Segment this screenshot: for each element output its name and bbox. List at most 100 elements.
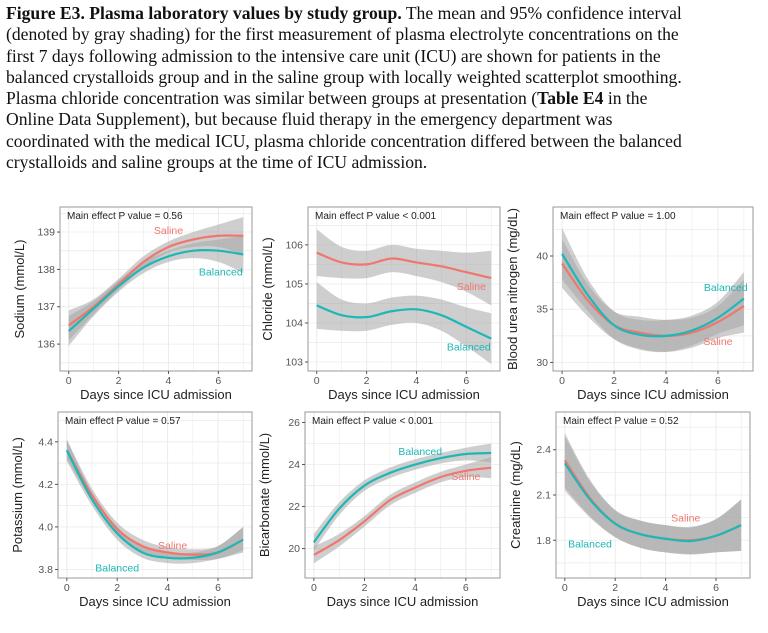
x-tick-label: 6 <box>713 582 719 594</box>
p-value-annotation: Main effect P value = 1.00 <box>560 211 676 222</box>
y-tick-label: 106 <box>285 239 303 251</box>
series-label-saline: Saline <box>703 336 732 348</box>
x-tick-label: 0 <box>314 375 320 387</box>
caption-title: Figure E3. Plasma laboratory values by s… <box>6 3 402 23</box>
x-axis-title: Days since ICU admission <box>328 387 480 402</box>
y-tick-label: 136 <box>37 339 55 351</box>
series-label-saline: Saline <box>158 540 187 552</box>
x-tick-label: 4 <box>165 582 171 594</box>
p-value-annotation: Main effect P value = 0.52 <box>563 416 679 427</box>
plot-border <box>307 206 501 372</box>
y-axis-title: Chloride (mmol/L) <box>260 237 275 340</box>
y-axis-title: Potassium (mmol/L) <box>10 437 25 553</box>
caption-text: Plasma chloride concentration was simila… <box>6 88 538 109</box>
caption-line: crystalloids and saline groups at the ti… <box>6 152 428 173</box>
y-tick-label: 30 <box>536 357 548 369</box>
x-tick-label: 6 <box>715 375 721 387</box>
series-label-balanced: Balanced <box>398 446 442 458</box>
x-axis-title: Days since ICU admission <box>327 594 479 609</box>
panel-3: Saline Balanced Main effect P value = 1.00… <box>505 206 754 402</box>
ci-band-balanced <box>564 436 742 555</box>
series-label-balanced: Balanced <box>199 266 243 278</box>
caption-line: balanced crystalloids group and in the s… <box>6 66 682 87</box>
x-tick-label: 2 <box>611 375 617 387</box>
figure-caption: Figure E3. Plasma laboratory values by s… <box>6 3 766 173</box>
series-label-balanced: Balanced <box>704 282 748 294</box>
y-tick-label: 138 <box>37 264 55 276</box>
series-line-saline <box>316 251 492 280</box>
x-tick-label: 4 <box>663 582 669 594</box>
panel-6: Saline Balanced Main effect P value = 0.52… <box>508 411 751 609</box>
x-tick-label: 2 <box>114 582 120 594</box>
series-label-balanced: Balanced <box>447 341 491 353</box>
caption-line: (denoted by gray shading) for the first … <box>6 24 679 45</box>
x-tick-label: 0 <box>66 375 72 387</box>
x-tick-label: 2 <box>116 375 122 387</box>
y-tick-label: 24 <box>288 459 300 471</box>
x-tick-label: 4 <box>166 375 172 387</box>
y-axis-title: Blood urea nitrogen (mg/dL) <box>505 208 520 370</box>
plot-border <box>304 411 501 579</box>
series-label-balanced: Balanced <box>568 538 612 550</box>
series-line-balanced <box>65 449 244 560</box>
x-tick-label: 6 <box>215 375 221 387</box>
panel-1: Saline Balanced Main effect P value = 0.56… <box>12 206 253 402</box>
ci-band-balanced <box>316 281 492 364</box>
caption-line: first 7 days following admission to the … <box>6 45 661 66</box>
x-tick-label: 4 <box>663 375 669 387</box>
series-label-saline: Saline <box>451 471 480 483</box>
y-tick-label: 103 <box>285 357 303 369</box>
panel-5: Saline Balanced Main effect P value < 0.00… <box>257 411 501 609</box>
caption-line: Plasma chloride concentration was simila… <box>6 88 766 109</box>
x-tick-label: 4 <box>412 582 418 594</box>
y-axis-title: Sodium (mmol/L) <box>12 240 27 339</box>
p-value-annotation: Main effect P value = 0.56 <box>67 211 183 222</box>
series-line-saline <box>68 234 244 327</box>
series-label-balanced: Balanced <box>95 562 139 574</box>
series-label-saline: Saline <box>154 225 183 237</box>
x-tick-label: 2 <box>612 582 618 594</box>
ci-band-saline <box>313 457 492 564</box>
y-tick-label: 3.8 <box>38 564 53 576</box>
plot-border <box>57 411 253 579</box>
x-axis-title: Days since ICU admission <box>577 387 729 402</box>
p-value-annotation: Main effect P value = 0.57 <box>65 416 181 427</box>
series-line-balanced <box>67 249 244 332</box>
y-tick-label: 26 <box>288 417 300 429</box>
y-tick-label: 4.4 <box>38 436 53 448</box>
y-tick-label: 4.2 <box>38 479 53 491</box>
y-tick-label: 22 <box>288 501 300 513</box>
y-tick-label: 139 <box>37 227 55 239</box>
caption-text: in the <box>603 88 648 109</box>
series-line-balanced <box>316 304 492 340</box>
y-tick-label: 2.1 <box>536 490 551 502</box>
caption-line: Online Data Supplement), but because flu… <box>6 109 613 130</box>
panel-4: Saline Balanced Main effect P value = 0.57… <box>10 411 253 609</box>
y-tick-label: 2.4 <box>536 444 551 456</box>
y-tick-label: 1.8 <box>536 535 551 547</box>
caption-text: The mean and 95% confidence interval <box>401 3 682 23</box>
y-tick-label: 40 <box>536 250 548 262</box>
x-tick-label: 0 <box>562 582 568 594</box>
caption-line: Figure E3. Plasma laboratory values by s… <box>6 3 766 24</box>
x-tick-label: 6 <box>463 375 469 387</box>
caption-line: coordinated with the medical ICU, plasma… <box>6 130 682 151</box>
series-line-saline <box>313 466 492 556</box>
x-axis-title: Days since ICU admission <box>80 387 232 402</box>
ci-band-saline <box>316 229 492 306</box>
y-tick-label: 104 <box>285 317 303 329</box>
table-reference: Table E4 <box>537 88 604 109</box>
p-value-annotation: Main effect P value < 0.001 <box>312 416 434 427</box>
x-tick-label: 2 <box>364 375 370 387</box>
ci-band-balanced <box>68 235 244 346</box>
x-tick-label: 0 <box>64 582 70 594</box>
x-tick-label: 6 <box>463 582 469 594</box>
panel-2: Saline Balanced Main effect P value < 0.00… <box>260 206 501 402</box>
y-axis-title: Bicarbonate (mmol/L) <box>257 433 272 557</box>
y-tick-label: 137 <box>37 301 55 313</box>
x-tick-label: 0 <box>559 375 565 387</box>
x-tick-label: 2 <box>362 582 368 594</box>
y-tick-label: 20 <box>288 543 300 555</box>
series-line-balanced <box>561 253 745 338</box>
y-tick-label: 4.0 <box>38 521 53 533</box>
